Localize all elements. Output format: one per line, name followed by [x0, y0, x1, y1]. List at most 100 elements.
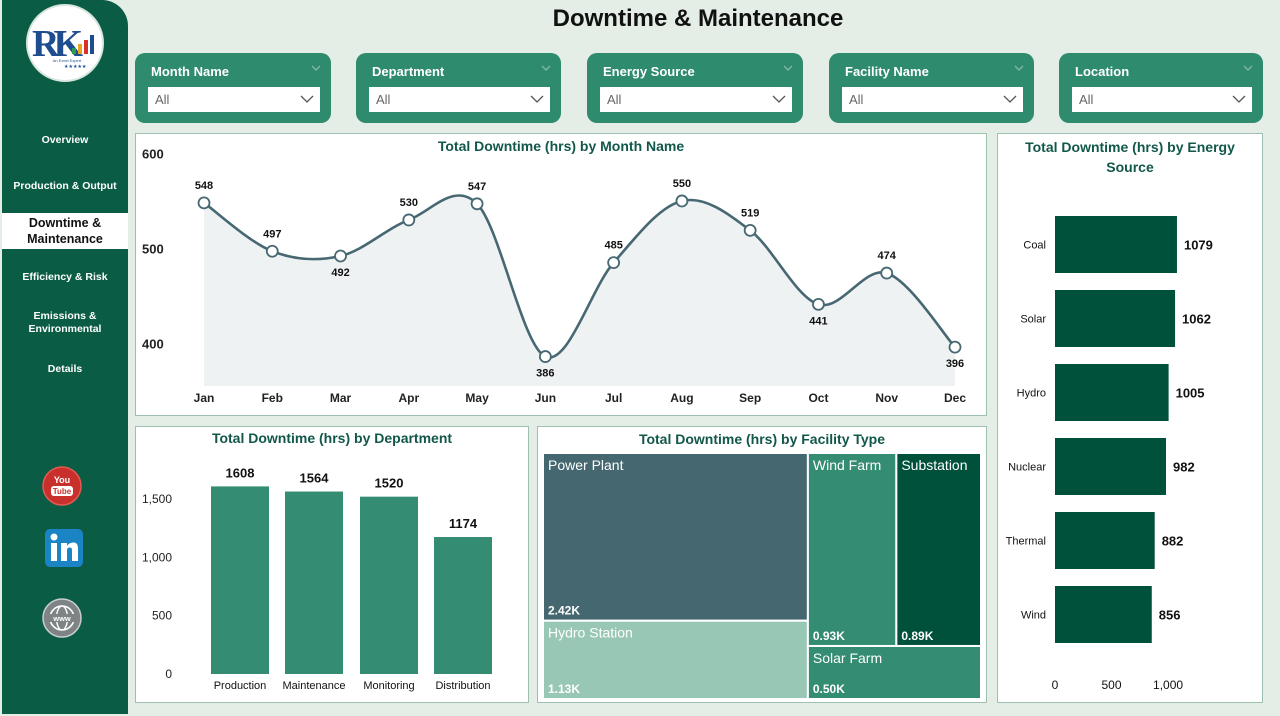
- treemap-tile: [542, 452, 809, 622]
- chart-title: Total Downtime (hrs) by Department: [211, 430, 453, 446]
- y-tick-label: Thermal: [1006, 536, 1046, 548]
- dropdown-value: All: [849, 92, 864, 107]
- data-label: 530: [400, 197, 418, 209]
- data-label: 497: [263, 228, 281, 240]
- facility-name-dropdown[interactable]: All: [842, 87, 1023, 112]
- data-label: 550: [673, 178, 691, 190]
- chevron-down-icon: [300, 95, 314, 103]
- treemap-tile-name: Power Plant: [548, 457, 624, 473]
- nav-item-efficiency-risk[interactable]: Efficiency & Risk: [22, 271, 108, 283]
- treemap-tile-value: 1.13K: [548, 682, 580, 696]
- chart-title: Total Downtime (hrs) by Energy Source: [1025, 139, 1235, 175]
- line-point: [470, 197, 484, 211]
- data-label: 856: [1159, 608, 1181, 623]
- data-label: 519: [741, 207, 759, 219]
- svg-text:Tube: Tube: [53, 487, 72, 496]
- chart-title: Total Downtime (hrs) by Facility Type: [638, 431, 886, 447]
- dropdown-value: All: [376, 92, 391, 107]
- data-label: 1608: [226, 465, 255, 480]
- nav-item-details[interactable]: Details: [47, 363, 83, 375]
- chart-title: Total Downtime (hrs) by Month Name: [437, 138, 685, 154]
- bar: [434, 537, 492, 674]
- logo-stars-icon: ★★★★★: [64, 64, 87, 70]
- treemap-tile-name: Wind Farm: [813, 457, 881, 473]
- x-tick-label: Dec: [944, 391, 966, 405]
- y-tick-label: Hydro: [1017, 388, 1046, 400]
- nav-item-overview[interactable]: Overview: [41, 134, 89, 146]
- logo-monogram: RK: [32, 23, 83, 65]
- linkedin-icon[interactable]: [44, 528, 84, 568]
- company-logo: RK An Excel Expert ★★★★★: [26, 4, 104, 82]
- chevron-down-icon: [1232, 95, 1246, 103]
- bar: [1055, 290, 1176, 347]
- dropdown-value: All: [1079, 92, 1094, 107]
- data-label: 474: [878, 250, 897, 262]
- nav-item-downtime-maintenance[interactable]: Downtime & Maintenance: [2, 213, 128, 249]
- chevron-down-icon: [1243, 65, 1253, 71]
- panel-downtime-by-department: Total Downtime (hrs) by Department 0 500 1…: [135, 426, 529, 703]
- bar: [211, 486, 269, 674]
- month-name-dropdown[interactable]: All: [148, 87, 320, 112]
- globe-icon[interactable]: www: [42, 598, 82, 638]
- x-tick-label: Jun: [535, 391, 556, 405]
- line-point: [402, 213, 416, 227]
- data-label: 1174: [449, 516, 478, 531]
- y-tick-label: Wind: [1021, 610, 1046, 622]
- treemap-tile-value: 0.50K: [813, 682, 845, 696]
- chevron-down-icon: [530, 95, 544, 103]
- svg-text:www: www: [52, 614, 71, 623]
- nav-item-emissions-environmental[interactable]: Emissions & Environmental: [28, 310, 102, 335]
- line-point: [197, 196, 211, 210]
- y-tick-label: 0: [165, 667, 172, 681]
- slicer-label: Energy Source: [603, 64, 695, 79]
- treemap-tile: [806, 644, 983, 700]
- youtube-icon[interactable]: You Tube: [42, 466, 82, 506]
- energy-source-bar-chart: Coal 1079 Solar 1062 Hydro 1005 Nuclear 982 Ther…: [1006, 216, 1213, 692]
- bar: [1055, 586, 1152, 643]
- svg-text:You: You: [54, 475, 70, 485]
- line-point: [334, 249, 347, 263]
- nav-item-label-downtime-2: Maintenance: [27, 232, 103, 246]
- treemap-tile: [806, 452, 898, 647]
- data-label: 1079: [1184, 238, 1213, 253]
- data-label: 1005: [1176, 386, 1205, 401]
- panel-downtime-by-month: Total Downtime (hrs) by Month Name 400 50…: [135, 133, 987, 416]
- data-label: 386: [536, 368, 554, 380]
- data-label: 1520: [375, 476, 404, 491]
- chevron-down-icon: [783, 65, 793, 71]
- y-tick-label: Nuclear: [1008, 462, 1046, 474]
- slicer-department: Department All: [356, 53, 561, 123]
- x-tick-label: Monitoring: [363, 680, 414, 692]
- bar: [1055, 512, 1155, 569]
- y-tick-label: Coal: [1023, 240, 1046, 252]
- x-tick-label: Distribution: [435, 680, 490, 692]
- x-tick-label: Production: [214, 680, 267, 692]
- treemap-tile-name: Hydro Station: [548, 625, 633, 641]
- department-dropdown[interactable]: All: [369, 87, 550, 112]
- y-tick-label: 400: [142, 336, 164, 351]
- line-point: [607, 256, 621, 270]
- x-tick-label: Jan: [194, 391, 215, 405]
- slicer-label: Department: [372, 64, 445, 79]
- panel-downtime-by-facility-type: Total Downtime (hrs) by Facility Type Po…: [537, 426, 987, 703]
- slicer-location: Location All: [1059, 53, 1263, 123]
- chevron-down-icon: [772, 95, 786, 103]
- slicer-energy-source: Energy Source All: [587, 53, 803, 123]
- dropdown-value: All: [155, 92, 170, 107]
- x-tick-label: Oct: [808, 391, 828, 405]
- energy-source-dropdown[interactable]: All: [600, 87, 792, 112]
- nav-item-label-downtime-1: Downtime &: [28, 216, 102, 230]
- data-label: 548: [195, 180, 213, 192]
- line-point: [538, 350, 552, 363]
- treemap-tile-value: 2.42K: [548, 604, 580, 618]
- facility-treemap: Power Plant 2.42K Hydro Station 1.13K Wind F…: [542, 452, 983, 700]
- x-tick-label: Sep: [739, 391, 761, 405]
- data-label: 1062: [1182, 312, 1211, 327]
- y-tick-label: 500: [152, 609, 172, 623]
- nav-item-production-output[interactable]: Production & Output: [13, 180, 117, 192]
- dropdown-value: All: [607, 92, 622, 107]
- line-point: [948, 340, 962, 354]
- y-tick-label: Solar: [1020, 314, 1046, 326]
- location-dropdown[interactable]: All: [1072, 87, 1252, 112]
- line-chart: 400 500 600 Jan Feb Mar Apr May Jun Jul Aug Sep Oct N…: [142, 147, 966, 405]
